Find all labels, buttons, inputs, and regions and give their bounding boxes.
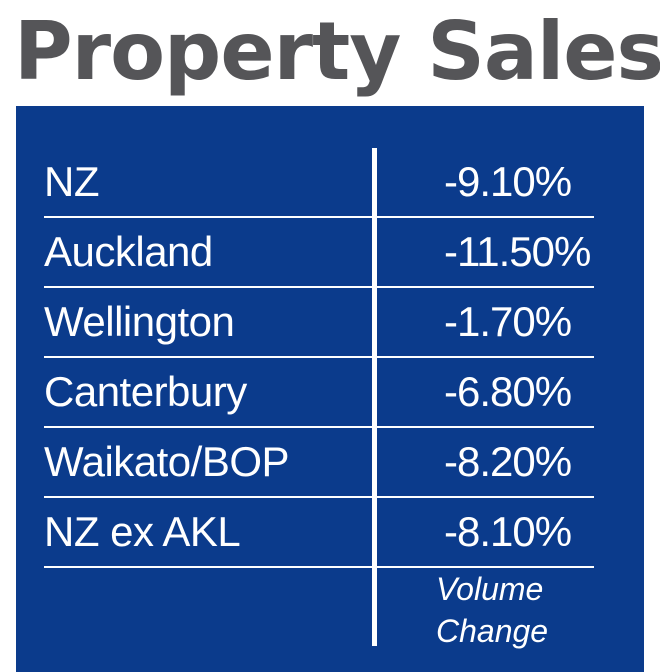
volume-change-value: -9.10% xyxy=(444,158,572,205)
volume-change-value: -11.50% xyxy=(444,228,591,275)
volume-change-value: -8.20% xyxy=(444,438,572,485)
table-row: Waikato/BOP -8.20% xyxy=(44,428,594,498)
region-label: NZ ex AKL xyxy=(44,508,241,555)
region-label: Canterbury xyxy=(44,368,247,415)
value-column-label: Volume Change xyxy=(436,568,616,652)
table-row: NZ ex AKL -8.10% xyxy=(44,498,594,568)
table-row: Auckland -11.50% xyxy=(44,218,594,288)
value-column-label-line1: Volume xyxy=(436,571,544,607)
value-column-label-line2: Change xyxy=(436,613,549,649)
volume-change-value: -1.70% xyxy=(444,298,572,345)
region-label: NZ xyxy=(44,158,100,205)
region-label: Auckland xyxy=(44,228,213,275)
table-row: Canterbury -6.80% xyxy=(44,358,594,428)
chart-title: Property Sales xyxy=(14,5,660,98)
volume-change-value: -6.80% xyxy=(444,368,572,415)
data-table-panel: NZ -9.10% Auckland -11.50% Wellington -1.70% C… xyxy=(16,106,644,672)
table-row: NZ -9.10% xyxy=(44,148,594,218)
table-row: Wellington -1.70% xyxy=(44,288,594,358)
column-divider xyxy=(372,148,377,646)
volume-change-value: -8.10% xyxy=(444,508,572,555)
region-label: Wellington xyxy=(44,298,235,345)
region-label: Waikato/BOP xyxy=(44,438,290,485)
